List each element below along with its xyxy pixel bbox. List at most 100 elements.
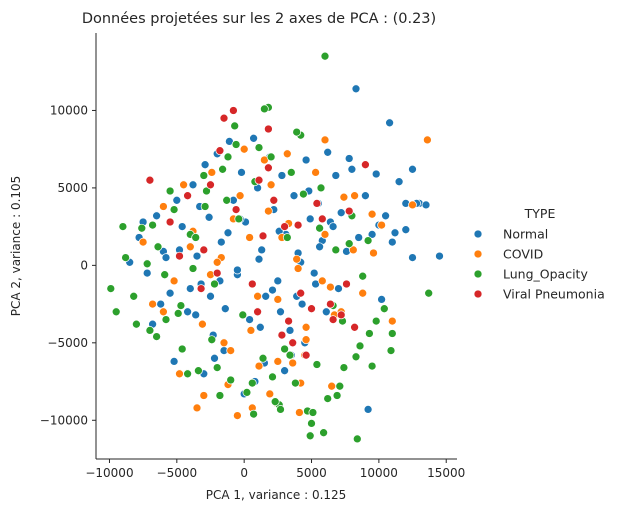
y-tick-label: −5000: [47, 336, 88, 350]
point-covid: [327, 381, 337, 391]
point-lung-opacity: [320, 51, 330, 61]
legend-marker: [473, 249, 483, 259]
point-lung-opacity: [202, 186, 211, 196]
point-lung-opacity: [212, 363, 222, 372]
point-normal: [273, 276, 283, 286]
point-normal: [385, 118, 394, 128]
point-normal: [188, 180, 198, 190]
point-viral-pneumonia: [326, 299, 335, 309]
point-lung-opacity: [226, 375, 236, 385]
point-normal: [334, 284, 343, 293]
point-normal: [394, 177, 404, 187]
point-viral-pneumonia: [307, 304, 316, 314]
point-lung-opacity: [307, 419, 316, 428]
point-viral-pneumonia: [247, 279, 257, 289]
point-normal: [254, 254, 264, 264]
point-lung-opacity: [268, 372, 277, 382]
y-axis-label: PCA 2, variance : 0.105: [9, 176, 23, 317]
point-covid: [192, 403, 202, 413]
point-covid: [226, 346, 236, 355]
point-lung-opacity: [183, 369, 192, 379]
point-lung-opacity: [291, 378, 300, 388]
point-viral-pneumonia: [229, 106, 238, 115]
point-normal: [192, 251, 202, 261]
point-covid: [235, 191, 245, 201]
point-normal: [249, 133, 258, 143]
x-tick-label: 10000: [360, 466, 398, 480]
chart-title: Données projetées sur les 2 axes de PCA …: [82, 11, 436, 27]
point-covid: [198, 319, 207, 329]
point-lung-opacity: [230, 121, 240, 131]
point-lung-opacity: [234, 214, 244, 224]
point-covid: [138, 237, 148, 247]
point-lung-opacity: [371, 316, 381, 326]
point-normal: [257, 245, 267, 255]
point-covid: [245, 233, 254, 242]
point-normal: [305, 214, 315, 224]
point-covid: [348, 245, 358, 255]
legend: TYPE Normal COVID Lung_Opacity Viral Pneumo…: [473, 206, 605, 302]
point-covid: [148, 299, 157, 309]
point-viral-pneumonia: [301, 350, 311, 360]
point-normal: [381, 211, 390, 221]
point-viral-pneumonia: [199, 245, 209, 255]
point-lung-opacity: [387, 329, 397, 338]
point-covid: [350, 191, 359, 201]
point-lung-opacity: [270, 397, 280, 407]
point-lung-opacity: [121, 253, 130, 262]
point-viral-pneumonia: [145, 175, 155, 185]
point-covid: [159, 202, 168, 211]
point-covid: [266, 180, 276, 190]
point-covid: [159, 307, 168, 317]
point-viral-pneumonia: [196, 284, 206, 293]
point-lung-opacity: [231, 140, 241, 149]
point-viral-pneumonia: [312, 199, 322, 208]
point-covid: [273, 295, 283, 304]
point-normal: [301, 155, 311, 165]
point-lung-opacity: [254, 143, 264, 152]
point-normal: [289, 191, 299, 201]
point-viral-pneumonia: [206, 180, 215, 190]
point-viral-pneumonia: [269, 195, 279, 205]
point-lung-opacity: [148, 220, 157, 230]
point-lung-opacity: [188, 264, 198, 273]
point-normal: [268, 285, 277, 295]
point-normal: [328, 222, 338, 231]
point-viral-pneumonia: [288, 338, 298, 348]
point-covid: [377, 220, 386, 230]
point-lung-opacity: [319, 428, 328, 438]
point-lung-opacity: [379, 304, 389, 314]
y-tick-label: −10000: [40, 413, 88, 427]
point-lung-opacity: [111, 307, 121, 317]
point-lung-opacity: [249, 409, 258, 419]
point-normal: [421, 200, 431, 210]
x-ticks: −10000 −5000 0 5000 10000 15000: [85, 459, 465, 480]
point-covid: [387, 316, 397, 326]
point-lung-opacity: [344, 239, 354, 249]
point-normal: [361, 191, 370, 201]
point-lung-opacity: [358, 271, 368, 281]
y-tick-label: 10000: [50, 103, 88, 117]
point-normal: [323, 147, 333, 157]
point-lung-opacity: [299, 189, 308, 199]
point-lung-opacity: [218, 164, 227, 174]
point-lung-opacity: [351, 352, 361, 362]
point-normal: [161, 253, 171, 262]
point-covid: [339, 192, 349, 202]
point-normal: [223, 228, 233, 238]
y-tick-label: 0: [80, 258, 88, 272]
axes: [95, 33, 457, 460]
point-lung-opacity: [161, 315, 171, 324]
point-normal: [401, 225, 411, 235]
point-lung-opacity: [308, 408, 318, 417]
point-lung-opacity: [386, 346, 396, 355]
point-lung-opacity: [153, 242, 163, 252]
point-covid: [219, 338, 229, 348]
point-covid: [265, 389, 275, 399]
point-covid: [317, 276, 327, 286]
point-normal: [245, 315, 254, 324]
point-lung-opacity: [137, 223, 147, 233]
point-covid: [282, 149, 292, 159]
point-covid: [320, 135, 330, 145]
